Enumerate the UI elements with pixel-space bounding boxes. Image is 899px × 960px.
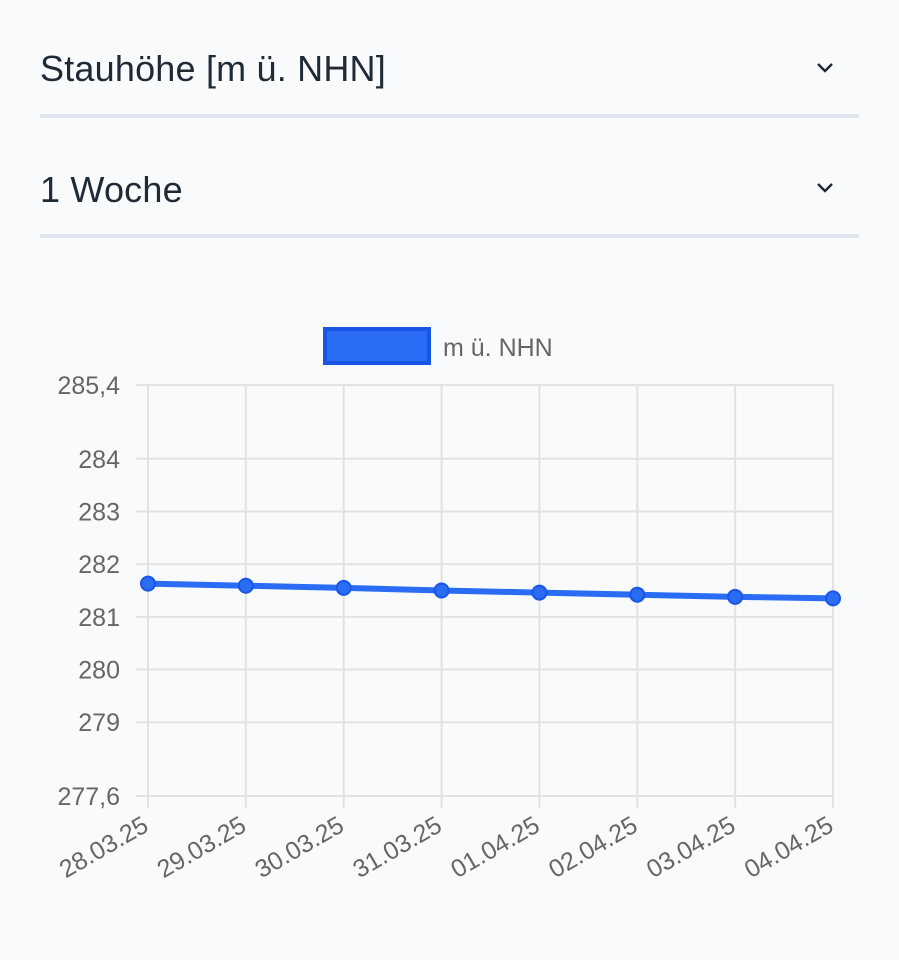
data-point [727, 588, 744, 605]
data-point [433, 582, 450, 599]
legend-swatch [323, 327, 431, 365]
x-tick-label: 30.03.25 [250, 811, 348, 884]
y-tick-label: 283 [78, 498, 120, 526]
data-point [629, 586, 646, 603]
y-tick-label: 279 [78, 709, 120, 737]
chevron-down-icon [817, 63, 833, 73]
x-tick-label: 02.04.25 [544, 811, 642, 884]
y-tick-label: 284 [78, 446, 120, 474]
data-point [140, 575, 156, 592]
x-tick-label: 29.03.25 [153, 811, 251, 884]
parameter-select-value: Stauhöhe [m ü. NHN] [40, 48, 386, 89]
y-tick-label: 280 [78, 657, 120, 685]
y-tick-label: 282 [78, 551, 120, 579]
y-tick-label: 285,4 [57, 372, 120, 400]
range-select-value: 1 Woche [40, 169, 183, 210]
range-select[interactable]: 1 Woche [40, 120, 859, 238]
x-tick-label: 31.03.25 [348, 811, 446, 884]
legend-label: m ü. NHN [443, 334, 553, 362]
data-point [335, 579, 352, 596]
x-tick-label: 28.03.25 [55, 811, 153, 884]
x-axis-ticks: 28.03.25 29.03.25 30.03.25 31.03.25 01.04.25… [55, 811, 838, 884]
x-tick-label: 03.04.25 [642, 811, 740, 884]
water-level-chart: m ü. NHN 285,4 284 283 282 281 280 279 277,6 28… [55, 327, 841, 884]
y-tick-label: 281 [78, 604, 120, 632]
y-axis-ticks: 285,4 284 283 282 281 280 279 277,6 [57, 372, 120, 811]
x-tick-label: 01.04.25 [446, 811, 544, 884]
chevron-down-icon [817, 183, 833, 193]
data-point [531, 584, 548, 601]
chart-legend[interactable]: m ü. NHN [323, 327, 553, 365]
data-point [237, 577, 254, 594]
parameter-select[interactable]: Stauhöhe [m ü. NHN] [40, 0, 859, 118]
chart-series [140, 575, 841, 607]
series-line [145, 580, 836, 602]
y-tick-label: 277,6 [57, 783, 120, 811]
data-point [825, 590, 841, 607]
x-tick-label: 04.04.25 [740, 811, 838, 884]
